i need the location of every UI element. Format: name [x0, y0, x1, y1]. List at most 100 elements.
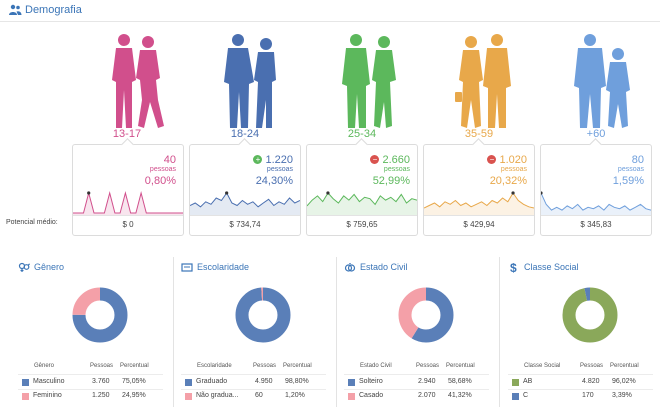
legend-row[interactable]: Casado 2.070 41,32% — [344, 392, 502, 402]
trend-icon: + — [253, 155, 263, 164]
legend-row[interactable]: C 170 3,39% — [508, 392, 660, 402]
row-divider — [181, 374, 326, 375]
people-value: 2.070 — [418, 392, 436, 399]
people-unit: pessoas — [149, 166, 176, 173]
average-potential-value: $ 345,83 — [580, 220, 612, 229]
sparkline-peak — [225, 191, 229, 195]
legend-label: Não gradua... — [196, 392, 239, 399]
couple-silhouette-60-plus — [574, 34, 630, 128]
card-notch — [121, 138, 134, 151]
couple-silhouette-13-17 — [112, 34, 164, 128]
column-header: Estado Civil — [360, 363, 392, 369]
row-divider — [181, 389, 326, 390]
donut-chart — [72, 287, 128, 343]
percent-value: 96,02% — [612, 378, 636, 385]
row-divider — [18, 374, 163, 375]
percent-value: 3,39% — [612, 392, 632, 399]
legend-row[interactable]: Graduado 4.950 98,80% — [181, 378, 339, 388]
card-divider — [424, 215, 534, 216]
legend-swatch — [185, 379, 192, 386]
legend-swatch — [22, 393, 29, 400]
people-count: −1.020 — [487, 154, 527, 166]
people-count-value: 80 — [631, 154, 644, 166]
age-label-60-plus: +60 — [586, 128, 606, 140]
education-panel: Escolaridade Escolaridade Pessoas Percen… — [181, 259, 339, 411]
people-count-value: 1.020 — [499, 154, 527, 166]
legend-swatch — [348, 393, 355, 400]
column-header: Percentual — [610, 363, 639, 369]
legend-swatch — [348, 379, 355, 386]
gender-panel: Gênero Gênero Pessoas Percentual Masculi… — [18, 259, 176, 411]
trend-icon: − — [487, 155, 497, 164]
row-divider — [508, 374, 653, 375]
row-divider — [344, 389, 489, 390]
panel-separator — [173, 257, 174, 407]
sparkline — [190, 191, 300, 215]
card-divider — [190, 215, 300, 216]
column-header: Percentual — [446, 363, 475, 369]
sparkline-line — [73, 191, 183, 214]
percent-value: 75,05% — [122, 378, 146, 385]
age-card[interactable]: −1.020 pessoas 20,32% $ 429,94 — [423, 138, 535, 236]
donut-chart — [562, 287, 618, 343]
donut-slice-1[interactable] — [72, 287, 128, 343]
legend-label: C — [523, 392, 529, 399]
percent-value: 98,80% — [285, 378, 309, 385]
average-potential-value: $ 429,94 — [463, 220, 495, 229]
marital-status-panel: Estado Civil Estado Civil Pessoas Percen… — [344, 259, 502, 411]
dollar-icon: $ — [510, 261, 517, 273]
legend-row[interactable]: Masculino 3.760 75,05% — [18, 378, 176, 388]
donut-slice-1[interactable] — [235, 287, 291, 343]
people-value: 4.820 — [582, 378, 600, 385]
people-unit: pessoas — [617, 166, 644, 173]
legend-label: Solteiro — [359, 378, 383, 385]
age-label-25-34: 25-34 — [347, 128, 377, 140]
age-label-18-24: 18-24 — [230, 128, 260, 140]
donut-chart — [398, 287, 454, 343]
education-icon — [181, 263, 193, 272]
donut-slice-1[interactable] — [398, 287, 454, 343]
legend-row[interactable]: Solteiro 2.940 58,68% — [344, 378, 502, 388]
section-header: Demografia — [0, 0, 660, 22]
people-count-value: 2.660 — [382, 154, 410, 166]
percent-value: 24,95% — [122, 392, 146, 399]
column-header: Pessoas — [580, 363, 604, 369]
social-class-panel: $ Classe Social Classe Social Pessoas Pe… — [508, 259, 660, 411]
donut-slice-1[interactable] — [562, 287, 618, 343]
sparkline-area — [541, 193, 651, 215]
legend-row[interactable]: Não gradua... 60 1,20% — [181, 392, 339, 402]
trend-icon: − — [370, 155, 380, 164]
sparkline-peak — [87, 191, 91, 195]
panel-title: Gênero — [34, 262, 65, 272]
people-value: 3.760 — [92, 378, 110, 385]
card-notch — [472, 138, 485, 151]
row-divider — [344, 374, 489, 375]
legend-swatch — [512, 393, 519, 400]
legend-label: Masculino — [33, 378, 65, 385]
legend-label: AB — [523, 378, 533, 385]
panel-separator — [336, 257, 337, 407]
people-percent: 20,32% — [489, 175, 527, 187]
legend-label: Feminino — [33, 392, 62, 399]
age-card[interactable]: +1.220 pessoas 24,30% $ 734,74 — [189, 138, 301, 236]
column-header: Escolaridade — [197, 363, 232, 369]
age-card[interactable]: −2.660 pessoas 52,99% $ 759,65 — [306, 138, 418, 236]
sparkline — [424, 191, 534, 215]
legend-row[interactable]: Feminino 1.250 24,95% — [18, 392, 176, 402]
age-card[interactable]: 80 pessoas 1,59% $ 345,83 — [540, 138, 652, 236]
sparkline-area — [424, 193, 534, 215]
percent-value: 41,32% — [448, 392, 472, 399]
sparkline-line — [307, 192, 417, 207]
age-card[interactable]: 40 pessoas 0,80% $ 0 — [72, 138, 184, 236]
legend-label: Casado — [359, 392, 384, 399]
people-count: +1.220 — [253, 154, 293, 166]
card-divider — [541, 215, 651, 216]
card-notch — [238, 138, 251, 151]
sparkline — [307, 191, 417, 215]
svg-text:$: $ — [510, 261, 517, 273]
page-title: Demografia — [25, 4, 82, 16]
sparkline — [73, 191, 183, 215]
average-potential-value: $ 734,74 — [229, 220, 261, 229]
legend-row[interactable]: AB 4.820 96,02% — [508, 378, 660, 388]
people-value: 1.250 — [92, 392, 110, 399]
